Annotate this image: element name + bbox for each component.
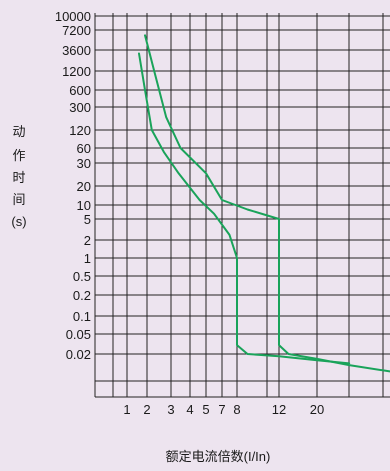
- y-axis-label: 动: [12, 124, 25, 139]
- x-axis-label: 额定电流倍数(I/In): [166, 449, 271, 464]
- y-tick-label: 0.02: [66, 347, 91, 362]
- y-axis-label: 间: [12, 192, 25, 207]
- y-tick-label: 5: [84, 212, 91, 227]
- x-tick-label: 3: [167, 402, 174, 417]
- y-tick-label: 1200: [62, 64, 91, 79]
- y-tick-label: 0.2: [73, 288, 91, 303]
- y-tick-label: 120: [69, 123, 91, 138]
- x-tick-label: 2: [143, 402, 150, 417]
- y-axis-label: 作: [12, 148, 25, 163]
- x-tick-label: 20: [310, 402, 324, 417]
- x-tick-label: 5: [202, 402, 209, 417]
- x-tick-label: 7: [218, 402, 225, 417]
- y-tick-label: 0.1: [73, 309, 91, 324]
- y-tick-label: 3600: [62, 43, 91, 58]
- y-axis-label: (s): [11, 214, 26, 229]
- y-axis-label: 时: [12, 170, 25, 185]
- y-tick-label: 30: [77, 156, 91, 171]
- y-tick-label: 60: [77, 141, 91, 156]
- x-tick-label: 12: [272, 402, 286, 417]
- y-tick-label: 300: [69, 100, 91, 115]
- y-tick-label: 0.05: [66, 327, 91, 342]
- y-tick-label: 10: [77, 198, 91, 213]
- y-tick-label: 10000: [55, 9, 91, 24]
- y-tick-label: 7200: [62, 23, 91, 38]
- x-tick-label: 4: [186, 402, 193, 417]
- x-tick-label: 8: [233, 402, 240, 417]
- y-tick-label: 2: [84, 233, 91, 248]
- y-tick-label: 0.5: [73, 269, 91, 284]
- y-tick-label: 600: [69, 83, 91, 98]
- x-tick-label: 1: [123, 402, 130, 417]
- y-tick-label: 1: [84, 251, 91, 266]
- y-tick-label: 20: [77, 179, 91, 194]
- series-line-2: [144, 34, 390, 373]
- series-line-1: [138, 52, 351, 365]
